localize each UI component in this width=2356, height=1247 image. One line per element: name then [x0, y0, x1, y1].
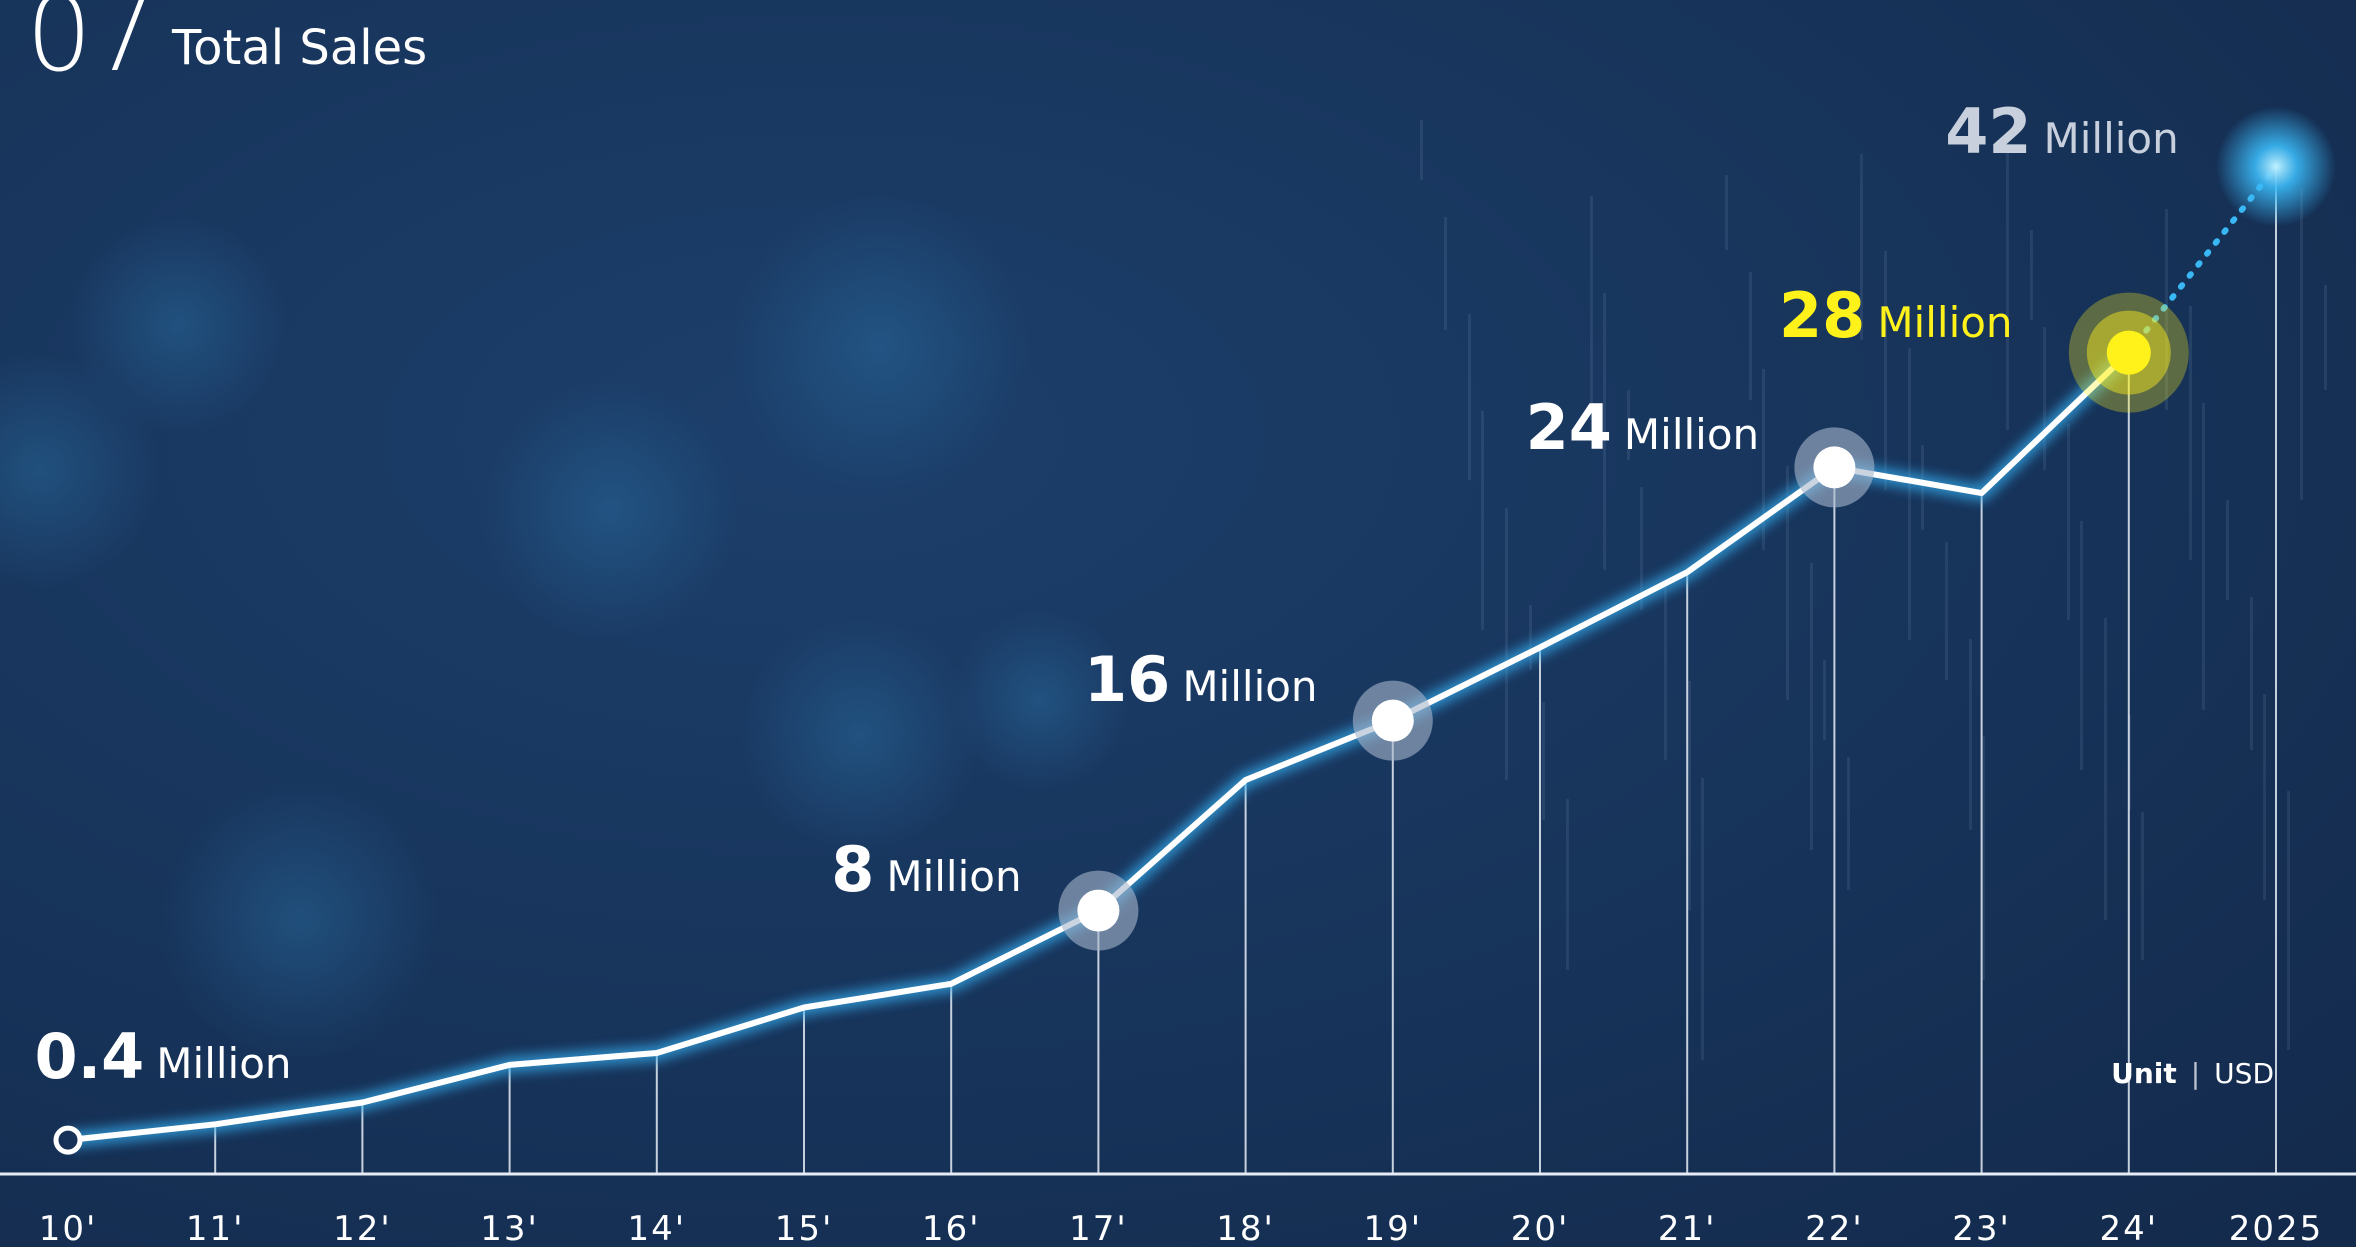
drop-lines	[214, 166, 2277, 1174]
x-tick-label: 15'	[775, 1209, 834, 1247]
highlight-point-marker	[2106, 330, 2151, 375]
annotation-unit: Million	[1182, 661, 1318, 711]
annotation-value: 24	[1525, 391, 1612, 465]
x-tick-label: 2025	[2229, 1209, 2324, 1247]
x-tick-label: 12'	[333, 1209, 392, 1247]
unit-key: Unit	[2111, 1057, 2177, 1090]
annotation-value: 16	[1084, 642, 1171, 716]
annotation-value: 8	[831, 832, 875, 906]
bokeh-decoration	[0, 195, 1130, 1060]
x-tick-label: 10'	[39, 1209, 98, 1247]
value-annotation: 28 Million	[1779, 284, 2013, 347]
unit-note: Unit | USD	[2111, 1060, 2274, 1088]
x-tick-label: 20'	[1511, 1209, 1570, 1247]
x-tick-label: 18'	[1216, 1209, 1275, 1247]
unit-value: USD	[2214, 1057, 2274, 1090]
point-markers	[53, 106, 2336, 1155]
value-annotation: 16 Million	[1084, 648, 1318, 711]
point-marker	[1077, 889, 1120, 932]
annotation-unit: Million	[1623, 410, 1760, 460]
x-tick-labels: 10' 11' 12' 13' 14' 15' 16' 17' 18' 19' 20' 21' 22' 2…	[39, 1209, 2324, 1247]
start-point-marker	[53, 1125, 83, 1155]
annotation-unit: Million	[2043, 113, 2179, 163]
x-tick-label: 11'	[186, 1209, 245, 1247]
x-tick-label: 13'	[480, 1209, 539, 1247]
annotation-unit: Million	[156, 1039, 292, 1089]
point-marker	[1813, 446, 1856, 489]
chart-title: Total Sales	[172, 20, 428, 76]
annotation-value: 42	[1945, 94, 2032, 168]
x-tick-label: 17'	[1069, 1209, 1128, 1247]
x-tick-label: 23'	[1952, 1209, 2011, 1247]
annotation-value: 0.4	[34, 1020, 145, 1094]
annotation-unit: Million	[886, 851, 1022, 901]
x-tick-label: 24'	[2099, 1209, 2158, 1247]
point-marker	[1371, 699, 1414, 742]
x-tick-label: 14'	[627, 1209, 686, 1247]
stock-candles-decoration	[1420, 120, 2327, 1060]
value-annotation: 0.4 Million	[34, 1026, 291, 1088]
value-annotation: 8 Million	[831, 838, 1022, 901]
x-tick-label: 21'	[1658, 1209, 1717, 1247]
value-annotation: 42 Million	[1945, 100, 2179, 163]
x-tick-label: 22'	[1805, 1209, 1864, 1247]
section-number: 07	[26, 0, 156, 95]
x-tick-label: 16'	[922, 1209, 981, 1247]
value-annotation: 24 Million	[1526, 397, 1760, 459]
x-tick-label: 19'	[1363, 1209, 1422, 1247]
forecast-point-marker	[2216, 106, 2336, 227]
annotation-value: 28	[1779, 278, 1866, 352]
unit-separator: |	[2190, 1057, 2201, 1090]
annotation-unit: Million	[1877, 297, 2013, 347]
